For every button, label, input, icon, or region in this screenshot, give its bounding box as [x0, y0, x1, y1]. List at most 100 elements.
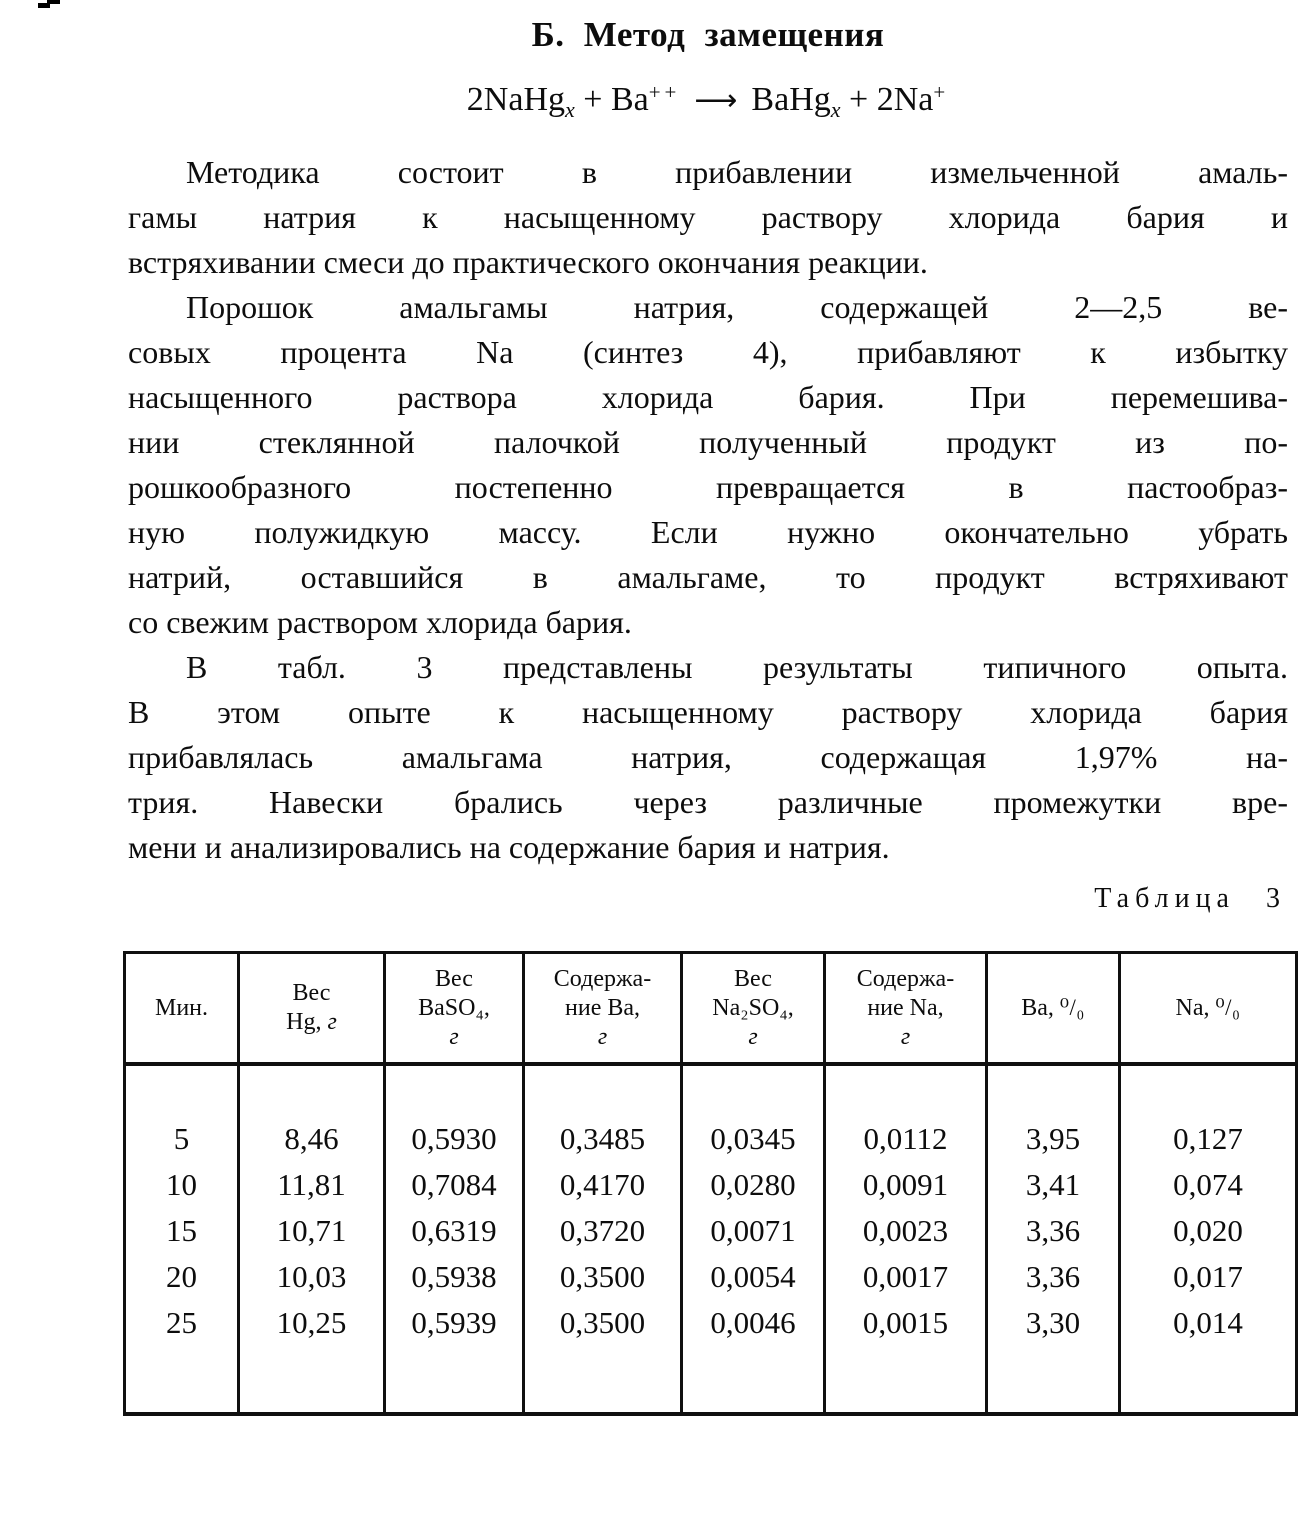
header-row: Мин. Вес Hg, г Вес BaSO₄, г Содержа- — [124, 952, 1297, 1066]
unit-gram: г — [449, 1023, 459, 1050]
text-line: В табл. 3 представлены результаты типичн… — [186, 649, 1288, 685]
cell: 3,41 — [985, 1162, 1120, 1208]
text-line: нии стеклянной палочкой полученный проду… — [128, 424, 1288, 460]
col-header-na-percent: Na, ⁰/₀ — [1118, 952, 1297, 1066]
header-text: Содержа- — [856, 965, 955, 992]
cell: 3,36 — [985, 1254, 1120, 1300]
header-text: Na₂SO₄, — [712, 994, 794, 1021]
cell: 20 — [166, 1259, 197, 1294]
text-line: ную полужидкую массу. Если нужно окончат… — [128, 514, 1288, 550]
header-text: BaSO₄, — [418, 994, 490, 1021]
cell: 5 — [173, 1121, 190, 1156]
text-line: насыщенного раствора хлорида бария. При … — [128, 379, 1288, 415]
cell: 11,81 — [237, 1162, 385, 1208]
cell: 0,7084 — [383, 1162, 524, 1208]
text-line: трия. Навески брались через различные пр… — [128, 784, 1288, 820]
reaction-arrow-icon: ⟶ — [694, 83, 738, 118]
col-header-ba-percent: Ba, ⁰/₀ — [985, 952, 1120, 1066]
table-row: 5 8,46 0,5930 0,3485 0,0345 0,0112 3,95 … — [125, 1064, 1297, 1162]
cell: 3,95 — [985, 1064, 1120, 1162]
col-header-ves-hg: Вес Hg, г — [237, 952, 385, 1066]
cell: 0,014 — [1118, 1300, 1297, 1414]
unit-gram: г — [900, 1023, 911, 1050]
percent-sign: ⁰/₀ — [1215, 995, 1241, 1020]
cell: 0,0015 — [823, 1300, 987, 1414]
cell: 0,5938 — [383, 1254, 524, 1300]
cell: 0,0345 — [680, 1064, 825, 1162]
cell: 0,3720 — [522, 1208, 682, 1254]
table-caption: Таблица 3 — [1094, 883, 1286, 914]
cell: 3,36 — [985, 1208, 1120, 1254]
unit-gram: г — [327, 1009, 337, 1035]
cell: 0,6319 — [383, 1208, 524, 1254]
text-line: мени и анализировались на содержание бар… — [128, 829, 890, 865]
page-content: Б. Метод замещения 2NaHgx + Ba++ ⟶ BaHgx +… — [123, 0, 1298, 1416]
eq-term: BaHg — [751, 81, 831, 118]
table-row: 20 10,03 0,5938 0,3500 0,0054 0,0017 3,3… — [125, 1254, 1297, 1300]
text-line: прибавлялась амальгама натрия, содержаща… — [128, 739, 1288, 775]
unit-gram: г — [748, 1023, 758, 1050]
section-title: Б. Метод замещения — [531, 15, 885, 54]
cell: 8,46 — [237, 1064, 385, 1162]
ink-speck — [38, 3, 50, 8]
cell: 0,127 — [1118, 1064, 1297, 1162]
header-text: ние Ba, — [565, 994, 640, 1021]
cell: 0,0280 — [680, 1162, 825, 1208]
cell: 0,020 — [1118, 1208, 1297, 1254]
header-text: Мин. — [154, 994, 209, 1021]
ink-speck — [47, 0, 60, 4]
results-table: Мин. Вес Hg, г Вес BaSO₄, г Содержа- — [123, 951, 1298, 1416]
cell: 0,4170 — [522, 1162, 682, 1208]
cell: 0,0091 — [823, 1162, 987, 1208]
cell: 0,3500 — [522, 1300, 682, 1414]
eq-superscript: + — [933, 80, 950, 104]
header-text: Вес — [734, 965, 772, 992]
eq-superscript: ++ — [648, 80, 681, 104]
cell: 15 — [166, 1213, 197, 1248]
header-text: Вес — [435, 965, 473, 992]
header-text: Вес — [292, 980, 331, 1006]
cell: 0,0023 — [823, 1208, 987, 1254]
table-row: 10 11,81 0,7084 0,4170 0,0280 0,0091 3,4… — [125, 1162, 1297, 1208]
cell: 0,0112 — [823, 1064, 987, 1162]
header-text: ние Na, — [867, 994, 944, 1021]
text-line: Методика состоит в прибавлении измельчен… — [186, 154, 1288, 190]
table-row: 25 10,25 0,5939 0,3500 0,0046 0,0015 3,3… — [125, 1300, 1297, 1414]
cell: 0,0046 — [680, 1300, 825, 1414]
text-line: со свежим раствором хлорида бария. — [128, 604, 632, 640]
col-header-ves-baso4: Вес BaSO₄, г — [383, 952, 524, 1066]
paragraph: В табл. 3 представлены результаты типичн… — [128, 645, 1288, 870]
cell: 0,5939 — [383, 1300, 524, 1414]
cell: 0,0071 — [680, 1208, 825, 1254]
header-text: Ba, — [1021, 995, 1054, 1021]
text-line: рошкообразного постепенно превращается в… — [128, 469, 1288, 505]
header-text: Na, — [1175, 995, 1210, 1021]
paragraph: Методика состоит в прибавлении измельчен… — [128, 150, 1288, 285]
eq-term: 2NaHg — [466, 81, 565, 118]
paragraph: Порошок амальгамы натрия, содержащей 2—2… — [128, 285, 1288, 645]
cell: 3,30 — [985, 1300, 1120, 1414]
text-line: В этом опыте к насыщенному раствору хлор… — [128, 694, 1288, 730]
eq-subscript: x — [830, 97, 841, 122]
cell: 10,03 — [237, 1254, 385, 1300]
cell: 10 — [166, 1167, 197, 1202]
cell: 10,71 — [237, 1208, 385, 1254]
cell: 10,25 — [237, 1300, 385, 1414]
col-header-ves-na2so4: Вес Na₂SO₄, г — [680, 952, 825, 1066]
text-line: встряхивании смеси до практического окон… — [128, 244, 928, 280]
cell: 25 — [166, 1305, 197, 1340]
text-line: гамы натрия к насыщенному раствору хлори… — [128, 199, 1288, 235]
col-header-soderzhanie-ba: Содержа- ние Ba, г — [522, 952, 682, 1066]
col-header-soderzhanie-na: Содержа- ние Na, г — [823, 952, 987, 1066]
table-row: 15 10,71 0,6319 0,3720 0,0071 0,0023 3,3… — [125, 1208, 1297, 1254]
body-text: Методика состоит в прибавлении измельчен… — [128, 150, 1288, 870]
eq-term: + 2Na — [840, 81, 934, 118]
percent-sign: ⁰/₀ — [1059, 995, 1085, 1020]
cell: 0,5930 — [383, 1064, 524, 1162]
cell: 0,0017 — [823, 1254, 987, 1300]
chemical-equation: 2NaHgx + Ba++ ⟶ BaHgx + 2Na+ — [128, 80, 1288, 123]
text-line: Порошок амальгамы натрия, содержащей 2—2… — [186, 289, 1288, 325]
eq-subscript: x — [565, 97, 575, 122]
cell: 0,0054 — [680, 1254, 825, 1300]
text-line: совых процента Na (синтез 4), прибавляют… — [128, 334, 1288, 370]
